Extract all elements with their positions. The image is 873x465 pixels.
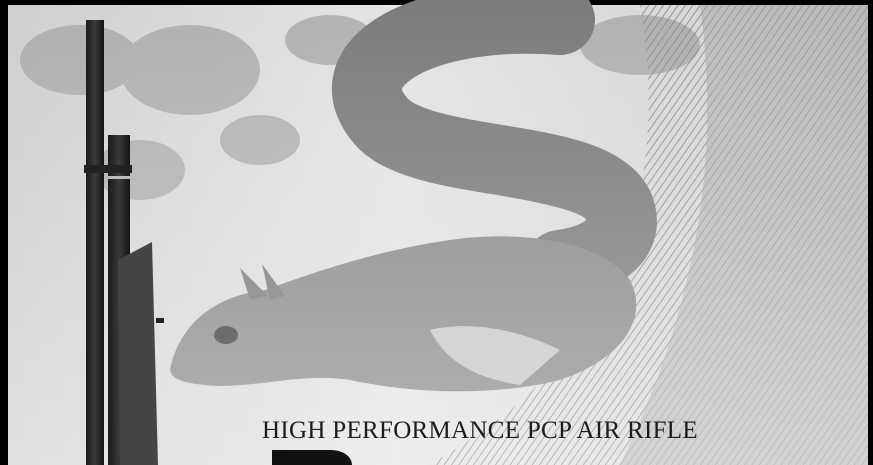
decorative-glyph: [272, 450, 352, 465]
rifle-stock: [118, 242, 158, 465]
headline: HIGH PERFORMANCE PCP AIR RIFLE: [262, 417, 698, 444]
rifle-ring: [108, 176, 130, 179]
rifle-screw: [156, 318, 164, 323]
rifle-barrel: [86, 20, 104, 465]
rifle-band: [84, 165, 132, 173]
